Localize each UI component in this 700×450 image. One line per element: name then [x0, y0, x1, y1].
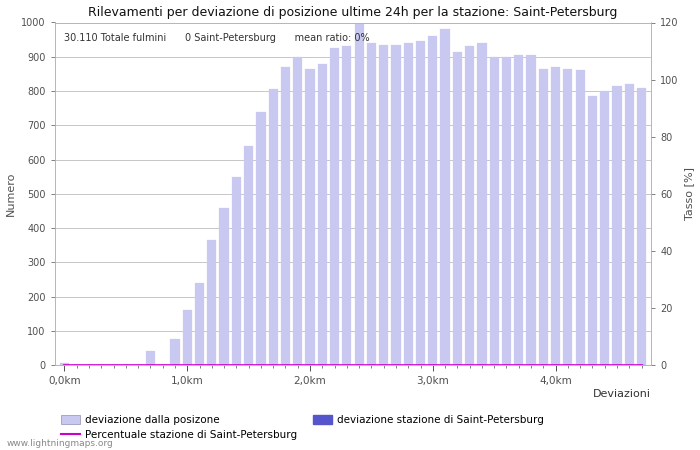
Bar	[379, 45, 389, 365]
Bar	[183, 310, 192, 365]
Bar	[354, 24, 364, 365]
Bar	[367, 43, 376, 365]
Percentuale stazione di Saint-Petersburg	[244, 363, 253, 368]
Bar	[305, 69, 314, 365]
Bar	[489, 57, 499, 365]
Bar	[612, 86, 622, 365]
Bar	[195, 283, 204, 365]
Percentuale stazione di Saint-Petersburg	[97, 363, 106, 368]
Percentuale stazione di Saint-Petersburg	[466, 363, 474, 368]
Percentuale stazione di Saint-Petersburg	[453, 363, 461, 368]
Bar	[514, 55, 524, 365]
Bar	[551, 67, 560, 365]
Percentuale stazione di Saint-Petersburg	[404, 363, 412, 368]
Percentuale stazione di Saint-Petersburg	[477, 363, 486, 368]
Y-axis label: Numero: Numero	[6, 171, 15, 216]
Percentuale stazione di Saint-Petersburg	[416, 363, 425, 368]
Percentuale stazione di Saint-Petersburg	[208, 363, 216, 368]
Percentuale stazione di Saint-Petersburg	[171, 363, 179, 368]
Bar	[342, 46, 351, 365]
Percentuale stazione di Saint-Petersburg	[318, 363, 326, 368]
Percentuale stazione di Saint-Petersburg	[343, 363, 351, 368]
Bar	[269, 89, 278, 365]
Percentuale stazione di Saint-Petersburg	[392, 363, 400, 368]
Bar	[416, 41, 425, 365]
Percentuale stazione di Saint-Petersburg	[625, 363, 634, 368]
Percentuale stazione di Saint-Petersburg	[539, 363, 547, 368]
Bar	[404, 43, 413, 365]
Bar	[526, 55, 536, 365]
Bar	[600, 91, 609, 365]
Bar	[428, 36, 438, 365]
Percentuale stazione di Saint-Petersburg	[552, 363, 560, 368]
Percentuale stazione di Saint-Petersburg	[109, 363, 118, 368]
Percentuale stazione di Saint-Petersburg	[330, 363, 339, 368]
Percentuale stazione di Saint-Petersburg	[293, 363, 302, 368]
Percentuale stazione di Saint-Petersburg	[257, 363, 265, 368]
Percentuale stazione di Saint-Petersburg	[368, 363, 376, 368]
Bar	[318, 63, 327, 365]
Percentuale stazione di Saint-Petersburg	[60, 363, 69, 368]
Title: Rilevamenti per deviazione di posizione ultime 24h per la stazione: Saint-Peters: Rilevamenti per deviazione di posizione …	[88, 5, 617, 18]
Bar	[453, 52, 462, 365]
Percentuale stazione di Saint-Petersburg	[232, 363, 241, 368]
Percentuale stazione di Saint-Petersburg	[576, 363, 584, 368]
Percentuale stazione di Saint-Petersburg	[122, 363, 130, 368]
Percentuale stazione di Saint-Petersburg	[514, 363, 523, 368]
Percentuale stazione di Saint-Petersburg	[85, 363, 93, 368]
Text: www.lightningmaps.org: www.lightningmaps.org	[7, 439, 113, 448]
Bar	[477, 43, 486, 365]
Percentuale stazione di Saint-Petersburg	[612, 363, 621, 368]
Percentuale stazione di Saint-Petersburg	[428, 363, 437, 368]
Bar	[220, 207, 229, 365]
Bar	[637, 88, 646, 365]
Percentuale stazione di Saint-Petersburg	[146, 363, 155, 368]
Bar	[575, 71, 584, 365]
Percentuale stazione di Saint-Petersburg	[564, 363, 572, 368]
Percentuale stazione di Saint-Petersburg	[601, 363, 609, 368]
Percentuale stazione di Saint-Petersburg	[158, 363, 167, 368]
Bar	[502, 57, 511, 365]
Bar	[232, 177, 241, 365]
Bar	[440, 29, 449, 365]
Text: Deviazioni: Deviazioni	[594, 389, 652, 399]
Percentuale stazione di Saint-Petersburg	[527, 363, 536, 368]
Bar	[391, 45, 400, 365]
Bar	[539, 69, 548, 365]
Legend: deviazione dalla posizone, Percentuale stazione di Saint-Petersburg, deviazione : deviazione dalla posizone, Percentuale s…	[61, 415, 544, 440]
Percentuale stazione di Saint-Petersburg	[269, 363, 277, 368]
Bar	[146, 351, 155, 365]
Percentuale stazione di Saint-Petersburg	[588, 363, 596, 368]
Text: 30.110 Totale fulmini      0 Saint-Petersburg      mean ratio: 0%: 30.110 Totale fulmini 0 Saint-Petersburg…	[64, 33, 369, 43]
Bar	[330, 48, 340, 365]
Bar	[465, 46, 474, 365]
Bar	[564, 69, 573, 365]
Percentuale stazione di Saint-Petersburg	[220, 363, 228, 368]
Percentuale stazione di Saint-Petersburg	[637, 363, 645, 368]
Bar	[624, 84, 634, 365]
Percentuale stazione di Saint-Petersburg	[281, 363, 290, 368]
Percentuale stazione di Saint-Petersburg	[355, 363, 363, 368]
Bar	[293, 57, 302, 365]
Bar	[244, 146, 253, 365]
Bar	[207, 240, 216, 365]
Percentuale stazione di Saint-Petersburg	[441, 363, 449, 368]
Bar	[588, 96, 597, 365]
Percentuale stazione di Saint-Petersburg	[306, 363, 314, 368]
Percentuale stazione di Saint-Petersburg	[73, 363, 81, 368]
Percentuale stazione di Saint-Petersburg	[490, 363, 498, 368]
Bar	[256, 112, 265, 365]
Percentuale stazione di Saint-Petersburg	[134, 363, 142, 368]
Percentuale stazione di Saint-Petersburg	[195, 363, 204, 368]
Bar	[170, 339, 180, 365]
Percentuale stazione di Saint-Petersburg	[503, 363, 511, 368]
Y-axis label: Tasso [%]: Tasso [%]	[685, 167, 694, 220]
Bar	[60, 364, 69, 365]
Percentuale stazione di Saint-Petersburg	[379, 363, 388, 368]
Bar	[281, 67, 290, 365]
Percentuale stazione di Saint-Petersburg	[183, 363, 191, 368]
